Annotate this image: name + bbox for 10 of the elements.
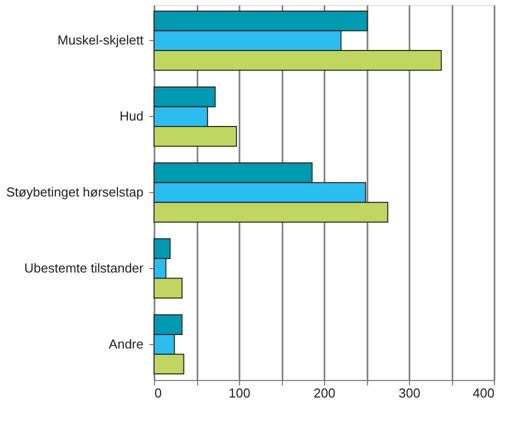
x-tick-label: 100 bbox=[228, 386, 250, 400]
x-tick-label: 300 bbox=[398, 386, 420, 400]
y-tick-label: Hud bbox=[120, 108, 144, 124]
x-tick-label: 400 bbox=[472, 386, 494, 400]
x-tick-label: 200 bbox=[314, 386, 336, 400]
y-tick-label: Muskel-skjelett bbox=[58, 32, 144, 48]
y-tick-label: Ubestemte tilstander bbox=[24, 260, 144, 276]
y-tick-label: Andre bbox=[108, 336, 144, 352]
x-tick-label: 0 bbox=[154, 386, 162, 400]
y-tick-label: Støybetinget hørselstap bbox=[6, 184, 144, 200]
